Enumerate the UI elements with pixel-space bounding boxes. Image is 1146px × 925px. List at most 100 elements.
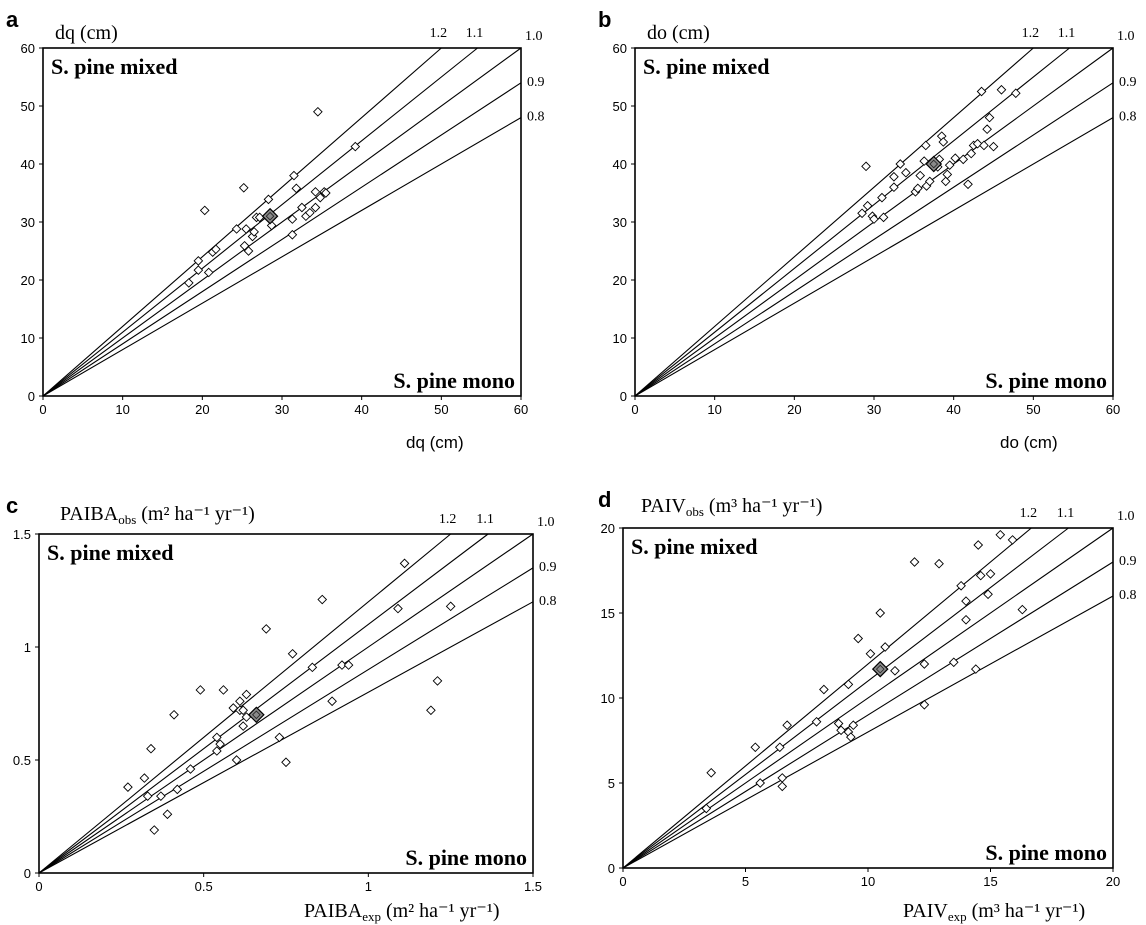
reference-line-1-2 bbox=[42, 47, 442, 397]
panel-letter: a bbox=[6, 7, 19, 32]
data-point bbox=[924, 176, 935, 187]
reference-line-label: 0.8 bbox=[1119, 588, 1137, 603]
reference-line-label: 0.8 bbox=[1119, 110, 1137, 125]
data-point bbox=[211, 244, 221, 255]
reference-line-label: 1.0 bbox=[1117, 509, 1135, 524]
data-point bbox=[307, 662, 318, 673]
reference-line-1-2 bbox=[38, 533, 452, 874]
panel-d: d 1.2 1.1 1.0 0.9 0.8 0 5 10 15 20 0 5 10 15 20 S. pine … bbox=[598, 487, 1137, 924]
data-point bbox=[948, 657, 959, 668]
data-point bbox=[861, 161, 871, 172]
data-point bbox=[961, 614, 971, 625]
data-point bbox=[185, 764, 196, 774]
y-tick-label: 1.5 bbox=[13, 527, 31, 542]
data-point bbox=[979, 140, 989, 151]
reference-line-0-9 bbox=[622, 561, 1114, 869]
x-tick-label: 0 bbox=[39, 402, 46, 417]
data-point bbox=[195, 685, 206, 695]
mean-point bbox=[925, 155, 943, 173]
y-tick-label: 5 bbox=[608, 776, 615, 791]
data-point bbox=[833, 718, 844, 729]
reference-line-label: 0.8 bbox=[527, 110, 545, 125]
data-point bbox=[327, 696, 337, 707]
reference-line-0-8 bbox=[42, 117, 522, 397]
x-tick-label: 30 bbox=[275, 402, 289, 417]
data-point bbox=[281, 757, 291, 768]
data-point bbox=[139, 773, 150, 783]
data-point bbox=[938, 137, 949, 147]
data-point bbox=[958, 154, 969, 165]
data-point bbox=[149, 825, 160, 835]
y-axis-label: do (cm) bbox=[647, 22, 710, 44]
y-tick-label: 0 bbox=[608, 861, 615, 876]
y-axis-label: PAIBAobs (m² ha⁻¹ yr⁻¹) bbox=[60, 503, 255, 527]
reference-line-1-2 bbox=[622, 527, 1032, 869]
data-point bbox=[320, 188, 331, 198]
reference-line-label: 1.2 bbox=[430, 26, 448, 41]
data-point bbox=[1007, 535, 1018, 545]
data-point bbox=[853, 633, 864, 644]
reference-line-label: 1.0 bbox=[1117, 29, 1135, 44]
data-point bbox=[315, 192, 326, 203]
data-point bbox=[865, 648, 876, 659]
reference-line-label: 0.9 bbox=[539, 560, 557, 575]
reference-line-label: 1.0 bbox=[525, 29, 543, 44]
data-point bbox=[819, 684, 829, 695]
reference-line-label: 1.0 bbox=[537, 515, 555, 530]
data-point bbox=[261, 624, 272, 634]
x-tick-label: 40 bbox=[946, 402, 960, 417]
data-point bbox=[944, 160, 955, 170]
data-point bbox=[399, 558, 410, 569]
data-point bbox=[238, 721, 249, 731]
y-tick-label: 10 bbox=[601, 691, 615, 706]
top-left-label: S. pine mixed bbox=[47, 540, 174, 565]
y-tick-label: 15 bbox=[601, 606, 615, 621]
data-point bbox=[169, 709, 179, 720]
x-tick-label: 20 bbox=[1106, 874, 1120, 889]
panel-letter: b bbox=[598, 7, 611, 32]
x-tick-label: 20 bbox=[195, 402, 209, 417]
data-point bbox=[238, 705, 249, 716]
data-point bbox=[297, 202, 307, 213]
data-point bbox=[961, 596, 971, 606]
x-axis-label: do (cm) bbox=[1000, 433, 1058, 452]
y-tick-label: 20 bbox=[21, 273, 35, 288]
y-tick-label: 40 bbox=[613, 157, 627, 172]
data-point bbox=[231, 224, 242, 234]
data-point bbox=[919, 659, 930, 669]
data-point bbox=[183, 278, 194, 288]
x-tick-label: 0 bbox=[619, 874, 626, 889]
mean-point-inner bbox=[929, 159, 939, 169]
reference-line-1-0 bbox=[38, 533, 534, 874]
data-point bbox=[142, 791, 153, 801]
data-point bbox=[243, 246, 254, 256]
data-point bbox=[940, 176, 951, 187]
data-point bbox=[228, 703, 239, 713]
data-point bbox=[995, 529, 1006, 540]
data-point bbox=[313, 106, 323, 117]
y-axis-label: PAIVobs (m³ ha⁻¹ yr⁻¹) bbox=[641, 495, 822, 519]
y-tick-label: 40 bbox=[21, 157, 35, 172]
data-point bbox=[212, 732, 222, 743]
x-tick-label: 20 bbox=[787, 402, 801, 417]
data-point bbox=[193, 265, 204, 275]
reference-line-0-9 bbox=[38, 567, 534, 874]
x-tick-label: 15 bbox=[983, 874, 997, 889]
panel-a: a 1.2 1.1 1.0 0.9 0.8 0 10 20 30 40 50 60 0 10 20 30 40 50… bbox=[6, 7, 545, 452]
x-tick-label: 30 bbox=[867, 402, 881, 417]
data-point bbox=[777, 773, 788, 783]
x-tick-label: 10 bbox=[861, 874, 875, 889]
y-tick-label: 10 bbox=[21, 331, 35, 346]
data-point bbox=[889, 171, 899, 182]
x-tick-label: 0.5 bbox=[195, 879, 213, 894]
data-point bbox=[263, 194, 274, 205]
data-point bbox=[877, 192, 887, 203]
data-point bbox=[919, 156, 930, 166]
data-point bbox=[239, 240, 250, 251]
reference-line-0-9 bbox=[42, 82, 522, 397]
data-point bbox=[970, 664, 981, 674]
x-axis-label: PAIVexp (m³ ha⁻¹ yr⁻¹) bbox=[903, 900, 1085, 924]
data-point bbox=[988, 141, 999, 152]
x-tick-label: 10 bbox=[707, 402, 721, 417]
data-point bbox=[901, 167, 911, 178]
